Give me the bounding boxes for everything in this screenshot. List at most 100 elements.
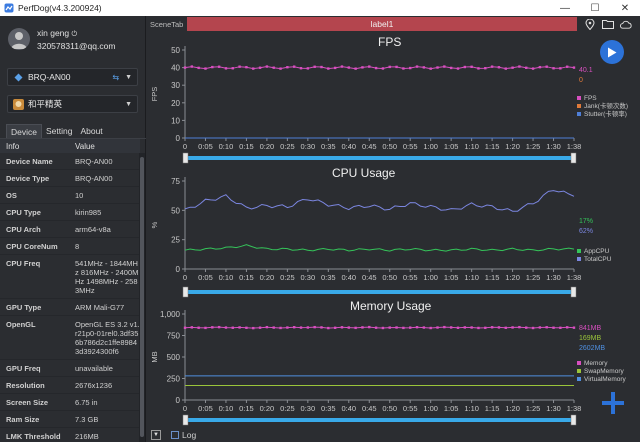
y-tick-label: 750	[167, 332, 181, 341]
data-point	[361, 326, 364, 329]
x-tick-label: 0:15	[239, 273, 254, 282]
data-point	[258, 66, 262, 69]
x-tick-label: 1:25	[526, 404, 541, 413]
device-select[interactable]: BRQ-AN00 ⇆ ▼	[7, 68, 138, 86]
avatar[interactable]	[8, 28, 30, 50]
info-value: 8	[75, 242, 80, 251]
x-tick-label: 1:05	[444, 142, 459, 151]
chevron-down-icon: ▼	[125, 100, 132, 108]
maximize-button[interactable]: ☐	[590, 2, 600, 14]
fps-chart: 50 40 30 20 10 0 FPS 0 0:05 0:10 0:15 0:20 0:25 0:30 0…	[150, 46, 628, 164]
close-button[interactable]: ✕	[620, 2, 630, 14]
cloud-icon[interactable]	[620, 18, 632, 30]
data-point	[504, 326, 507, 330]
power-icon[interactable]: ⏻	[71, 31, 78, 38]
app-select[interactable]: 和平精英 ▼	[7, 95, 138, 113]
x-tick-label: 0:45	[362, 404, 377, 413]
x-tick-label: 1:10	[464, 404, 479, 413]
add-button[interactable]	[600, 390, 626, 416]
info-value: unavailable	[75, 364, 113, 373]
data-point	[279, 67, 282, 70]
folder-icon[interactable]	[602, 18, 614, 30]
log-checkbox[interactable]	[171, 430, 179, 439]
tab-setting[interactable]: Setting	[45, 126, 73, 136]
data-point	[252, 326, 255, 330]
data-point	[518, 65, 521, 68]
y-tick-label: 0	[176, 396, 181, 405]
scene-tab[interactable]: SceneTab	[150, 19, 184, 29]
data-point	[402, 67, 405, 70]
data-point	[504, 67, 507, 70]
data-point	[463, 65, 467, 69]
scrollbar-thumb[interactable]	[140, 157, 144, 437]
column-header-info: Info	[6, 141, 20, 151]
data-point	[374, 326, 378, 329]
data-point	[204, 326, 207, 330]
x-tick-label: 1:38	[567, 404, 582, 413]
range-slider-track	[185, 156, 574, 160]
expand-toggle[interactable]: ▼	[151, 429, 161, 440]
connection-icon: ⇆	[112, 72, 120, 82]
data-point	[340, 326, 344, 329]
info-value: 541MHz - 1844MHz 816MHz - 2400MHz 1498MH…	[75, 259, 139, 295]
current-value: 841MB	[579, 325, 602, 332]
data-point	[449, 66, 453, 70]
data-point	[340, 65, 344, 68]
y-tick-label: 20	[171, 99, 180, 108]
data-point	[292, 326, 296, 329]
data-point	[497, 326, 501, 329]
range-slider-handle-left	[182, 286, 189, 298]
x-tick-label: 0:15	[239, 142, 254, 151]
y-tick-label: 25	[171, 236, 180, 245]
x-tick-label: 0:40	[341, 142, 356, 151]
y-axis-label: %	[150, 221, 159, 228]
x-tick-label: 0:45	[362, 142, 377, 151]
data-point	[272, 66, 275, 69]
x-tick-label: 1:20	[505, 404, 520, 413]
data-point	[572, 326, 576, 329]
legend-swatch	[577, 257, 581, 261]
legend-label: Jank(卡顿次数)	[584, 101, 628, 110]
data-point	[477, 326, 480, 330]
table-row: CPU Arch arm64-v8a	[0, 221, 140, 238]
tab-device[interactable]: Device	[6, 124, 42, 138]
data-point	[306, 67, 310, 70]
table-row: LMK Threshold 216MB	[0, 428, 140, 442]
minimize-button[interactable]: —	[560, 2, 570, 14]
data-point	[320, 65, 323, 69]
x-tick-label: 1:38	[567, 142, 582, 151]
x-tick-label: 0:20	[260, 142, 275, 151]
series-line	[184, 244, 575, 252]
x-tick-label: 1:20	[505, 273, 520, 282]
info-value: 216MB	[75, 432, 99, 441]
info-value: arm64-v8a	[75, 225, 111, 234]
x-tick-label: 0	[183, 404, 187, 413]
x-tick-label: 0:30	[301, 142, 316, 151]
data-point	[415, 65, 419, 68]
location-icon[interactable]	[584, 18, 596, 30]
info-value: 2676x1236	[75, 381, 113, 390]
data-point	[511, 66, 514, 69]
play-button[interactable]	[600, 40, 624, 64]
table-row: CPU Freq 541MHz - 1844MHz 816MHz - 2400MH…	[0, 255, 140, 299]
data-point	[531, 67, 535, 70]
x-tick-label: 1:00	[423, 273, 438, 282]
x-tick-label: 1:00	[423, 404, 438, 413]
legend-swatch	[577, 104, 581, 108]
legend-swatch	[577, 361, 581, 365]
x-tick-label: 0:35	[321, 273, 336, 282]
data-point	[286, 66, 289, 69]
label-bar[interactable]: label1	[187, 17, 577, 31]
x-tick-label: 1:25	[526, 273, 541, 282]
scrollbar[interactable]	[139, 153, 145, 442]
data-point	[565, 65, 569, 68]
x-tick-label: 0:25	[280, 273, 295, 282]
user-email: 320578311@qq.com	[37, 41, 116, 51]
data-point	[190, 65, 194, 68]
range-slider-handle-right	[570, 152, 577, 164]
data-point	[347, 326, 350, 329]
x-tick-label: 0:55	[403, 273, 418, 282]
x-tick-label: 0:10	[219, 404, 234, 413]
x-tick-label: 1:15	[485, 142, 500, 151]
tab-about[interactable]: About	[80, 126, 103, 136]
